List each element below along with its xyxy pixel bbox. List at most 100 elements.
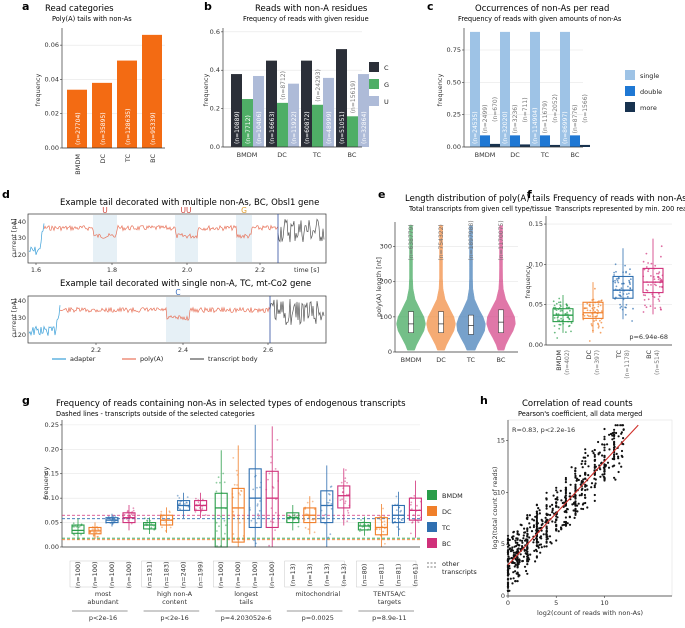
h-point (583, 493, 587, 497)
subtitle-e: Total transcripts from given cell type/t… (408, 205, 552, 213)
panel-label-b: b (204, 0, 212, 13)
title-h: Correlation of read counts (522, 399, 633, 409)
g-point-1-BC (201, 507, 204, 510)
h-point (562, 501, 566, 504)
h-point (555, 539, 558, 542)
h-point (574, 474, 577, 477)
h-point (551, 520, 554, 523)
h-point (568, 492, 572, 495)
f-point-TC (624, 306, 626, 309)
f-point-BC (645, 306, 648, 309)
h-point (545, 491, 548, 494)
h-point (528, 522, 531, 525)
e-xtick-BC: BC (497, 356, 506, 364)
a-xtick-BC: BC (149, 154, 157, 163)
h-point (593, 484, 596, 487)
h-point (538, 543, 541, 546)
e-count-BMDM: (n=638779) (408, 224, 415, 260)
subtitle-f: Transcripts represented by min. 200 read… (554, 205, 685, 213)
g-point-4-BC (410, 501, 413, 504)
f-point-BC (650, 275, 652, 277)
g-ytick-label: 0.20 (45, 445, 59, 453)
f-point-BMDM (552, 306, 555, 309)
g-point-3-TC (328, 493, 331, 496)
f-point-BMDM (566, 316, 569, 319)
h-point (538, 512, 542, 515)
f-point-BC (654, 264, 657, 267)
g-group-label-3: mitochondrial (295, 590, 340, 598)
g-point-4-DC (379, 518, 382, 521)
f-point-BMDM (553, 304, 556, 307)
g-point-4-BC (417, 521, 420, 524)
g-count-1-BC: (n=199) (197, 561, 205, 588)
h-point (545, 518, 548, 521)
b-bar-label-C-DC: (n=16663) (269, 111, 276, 144)
g-count-frame-4 (356, 560, 417, 588)
a-bar-BC (142, 34, 162, 148)
f-point-DC (599, 331, 602, 334)
g-point-3-TC (330, 485, 333, 488)
g-point-3-DC (313, 531, 316, 534)
h-point (617, 470, 620, 474)
g-point-2-DC (233, 515, 236, 518)
h-point (541, 522, 544, 525)
h-point (581, 481, 584, 484)
b-ytick-label: 0.2 (210, 105, 220, 113)
g-point-3-DC (313, 508, 316, 511)
c-ytick-label: 0.25 (447, 111, 461, 119)
g-point-4-DC (383, 523, 386, 526)
h-point (507, 555, 510, 558)
b-bar-G-BC (347, 116, 358, 147)
subtitle-c: Frequency of reads with given amounts of… (458, 15, 622, 23)
f-point-TC (621, 282, 623, 285)
h-point (506, 549, 510, 552)
h-point (537, 507, 540, 510)
d2-xtick-label: 2.4 (178, 346, 188, 354)
h-point (557, 530, 560, 533)
g-point-3-TC (330, 503, 333, 505)
c-bar-single-DC (500, 31, 510, 148)
h-point (564, 510, 568, 513)
g-group-label-1: content (162, 598, 187, 606)
g-point-2-TC (256, 504, 259, 507)
g-point-3-BC (340, 481, 343, 484)
f-point-TC (628, 273, 631, 275)
f-point-TC (620, 287, 623, 290)
title-b: Reads with non-A residues (255, 4, 368, 14)
h-point (566, 508, 569, 511)
h-point (608, 448, 611, 451)
g-point-0-BMDM (80, 533, 82, 536)
h-point (603, 438, 606, 441)
g-point-2-BC (267, 478, 269, 481)
h-point (590, 486, 593, 489)
g-point-2-BC (276, 439, 279, 441)
f-point-BC (658, 271, 661, 273)
h-point (559, 489, 562, 492)
f-point-BMDM (555, 312, 558, 315)
h-point (514, 580, 517, 583)
g-ytick-label: 0.00 (45, 543, 59, 551)
f-point-TC (613, 274, 615, 276)
h-point (584, 496, 587, 499)
h-point (512, 571, 515, 574)
h-point (516, 532, 519, 535)
b-bar-label-U-BMDM: (n=10406) (256, 111, 263, 144)
h-point (555, 497, 558, 501)
g-point-1-DC (161, 526, 163, 529)
h-bg (507, 419, 673, 597)
h-point (516, 565, 519, 569)
f-point-TC (614, 263, 617, 266)
h-point (535, 525, 539, 528)
c-ytick-label: 0.75 (447, 46, 461, 54)
h-point (532, 538, 536, 541)
g-point-3-DC (304, 508, 307, 510)
h-point (537, 545, 540, 548)
f-point-BC (645, 266, 648, 268)
h-point (581, 460, 584, 463)
h-point (545, 541, 548, 544)
g-point-1-TC (187, 505, 190, 508)
g-legend-swatch-BC (427, 538, 437, 548)
f-point-BMDM (568, 318, 571, 321)
h-point (560, 527, 563, 530)
f-point-DC (597, 310, 600, 312)
